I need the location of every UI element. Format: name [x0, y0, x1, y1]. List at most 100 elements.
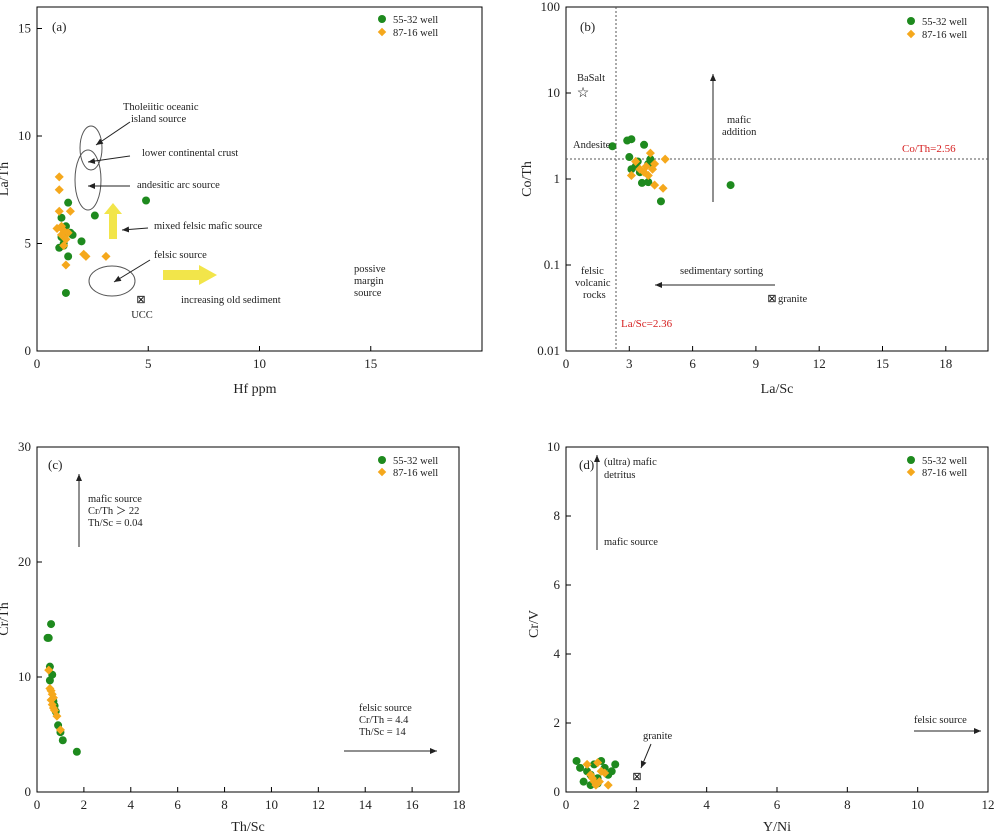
- x-tick-label: 12: [312, 797, 325, 812]
- panel-d-cr-v-vs-y-ni: 0 2 4 6 8 10 12 0 2 4 6 8 10 (d) Y/Ni Cr/V 55-32 wel…: [527, 439, 995, 834]
- x-tick-label: 10: [253, 356, 266, 371]
- annotation-volcanic: volcanic: [575, 278, 611, 289]
- y-axis-label: Cr/V: [527, 610, 542, 638]
- annotation-passive-2: margin: [354, 276, 384, 287]
- point-55-32-well: [627, 135, 636, 144]
- y-tick-label: 4: [554, 646, 561, 661]
- legend-green-marker: [378, 15, 386, 23]
- annotation-ultra-mafic: (ultra) mafic: [604, 457, 657, 468]
- point-87-16-well: [44, 665, 54, 675]
- y-tick-label: 0: [25, 343, 32, 358]
- y-tick-label: 0.01: [537, 343, 560, 358]
- annotation-andesite: Andesite: [573, 140, 611, 151]
- panel-label: (d): [579, 457, 594, 472]
- x-tick-label: 16: [406, 797, 420, 812]
- annotation-felsic-source: felsic source: [914, 715, 967, 726]
- y-tick-label: 10: [547, 439, 560, 454]
- x-tick-label: 12: [813, 356, 826, 371]
- annotation-la-sc: La/Sc=2.36: [621, 318, 673, 330]
- point-87-16-well: [660, 154, 670, 164]
- legend: 55-32 well 87-16 well: [377, 456, 438, 479]
- point-87-16-well: [600, 768, 610, 778]
- x-tick-label: 18: [453, 797, 466, 812]
- panel-label: (b): [580, 19, 595, 34]
- x-tick-label: 10: [911, 797, 924, 812]
- point-55-32-well: [637, 178, 646, 187]
- point-87-16-well: [65, 206, 75, 216]
- x-tick-label: 4: [703, 797, 710, 812]
- annotation-felsic: felsic: [581, 266, 604, 277]
- point-55-32-well: [644, 178, 653, 187]
- x-tick-label: 0: [563, 356, 570, 371]
- annotation-mafic-cr-th: Cr/Th ＞ 22: [88, 506, 139, 517]
- y-tick-label: 0: [554, 784, 561, 799]
- y-tick-label: 10: [18, 669, 31, 684]
- legend-green-marker: [907, 456, 915, 464]
- x-tick-label: 8: [844, 797, 851, 812]
- annotation-granite: granite: [643, 731, 672, 742]
- legend-green-marker: [907, 17, 915, 25]
- point-55-32-well: [608, 142, 617, 151]
- point-87-16-well: [59, 241, 69, 251]
- point-55-32-well: [44, 633, 53, 642]
- felsic-ellipse: [88, 265, 136, 297]
- legend-series1: 55-32 well: [393, 456, 438, 467]
- legend-orange-marker: [906, 29, 916, 39]
- points-group: [43, 620, 81, 756]
- tholeiitic-ellipse: [79, 125, 103, 171]
- point-87-16-well: [658, 183, 668, 193]
- point-87-16-well: [52, 711, 62, 721]
- point-87-16-well: [61, 260, 71, 270]
- x-tick-label: 14: [359, 797, 373, 812]
- point-87-16-well: [54, 206, 64, 216]
- legend: 55-32 well 87-16 well: [906, 17, 967, 41]
- point-55-32-well: [726, 181, 735, 190]
- y-tick-label: 15: [18, 21, 31, 36]
- x-tick-label: 6: [774, 797, 781, 812]
- panel-c-cr-th-vs-th-sc: 0 2 4 6 8 10 12 14 16 18 0 10 20 30 (c) Th/Sc Cr/Th 5…: [0, 439, 466, 834]
- point-55-32-well: [47, 620, 56, 629]
- annotation-sedimentary-sorting: sedimentary sorting: [680, 266, 764, 277]
- arrow-tholeiitic: [95, 121, 131, 146]
- point-55-32-well: [576, 763, 585, 772]
- point-87-16-well: [54, 185, 64, 195]
- ticks-group: 0 2 4 6 8 10 12 0 2 4 6 8 10: [547, 439, 995, 812]
- annotation-felsic-cr-th: Cr/Th = 4.4: [359, 715, 409, 726]
- legend-green-marker: [378, 456, 386, 464]
- yellow-right-arrow: [163, 265, 217, 285]
- point-87-16-well: [587, 773, 597, 783]
- yellow-up-arrow: [104, 203, 122, 239]
- point-55-32-well: [142, 196, 151, 205]
- point-55-32-well: [61, 288, 70, 297]
- annotation-rocks: rocks: [583, 290, 606, 301]
- annotation-lower-crust: lower continental crust: [142, 148, 238, 159]
- point-55-32-well: [57, 213, 66, 222]
- y-tick-label: 20: [18, 554, 31, 569]
- point-55-32-well: [607, 767, 616, 776]
- annotation-felsic-source: felsic source: [359, 703, 412, 714]
- annotation-ucc: UCC: [131, 310, 153, 321]
- point-55-32-well: [640, 140, 649, 149]
- point-87-16-well: [643, 170, 653, 180]
- y-tick-label: 0: [25, 784, 32, 799]
- arrow-lower-crust: [87, 155, 131, 164]
- point-87-16-well: [63, 228, 73, 238]
- x-tick-label: 4: [128, 797, 135, 812]
- annotation-felsic-th-sc: Th/Sc = 14: [359, 727, 407, 738]
- annotation-mafic: mafic: [727, 115, 751, 126]
- y-tick-label: 0.1: [544, 257, 560, 272]
- legend-series2: 87-16 well: [393, 468, 438, 479]
- basalt-star-icon: ☆: [577, 86, 590, 101]
- y-axis-label: Cr/Th: [0, 602, 12, 635]
- x-axis-label: Y/Ni: [763, 820, 791, 834]
- point-55-32-well: [72, 747, 81, 756]
- point-87-16-well: [52, 223, 62, 233]
- point-55-32-well: [625, 153, 634, 162]
- x-tick-label: 15: [876, 356, 889, 371]
- plot-frame: [565, 6, 989, 352]
- annotation-mixed: mixed felsic mafic source: [154, 221, 263, 232]
- plot-frame: [36, 446, 460, 793]
- ticks-group: 0 5 10 15 0 5 10 15: [18, 21, 377, 372]
